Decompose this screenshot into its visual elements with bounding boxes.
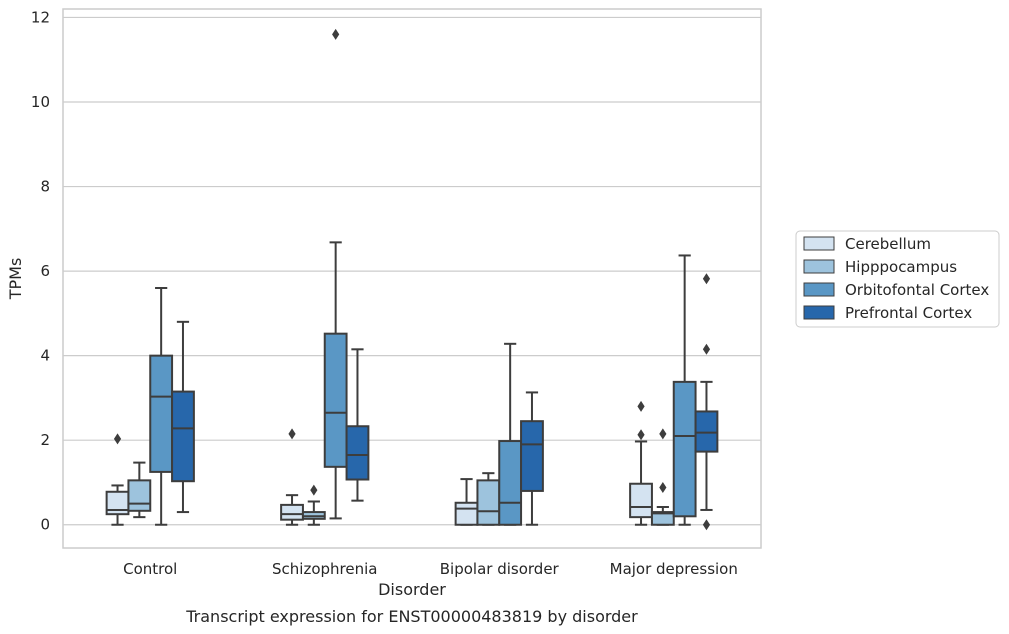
box: [280, 503, 304, 521]
box-3-0: [629, 400, 653, 526]
box: [498, 440, 523, 526]
y-axis-ticks: 0 2 4 6 8 10 12: [31, 8, 50, 533]
box-plot-series: [105, 28, 719, 531]
box-2-0: [454, 478, 479, 526]
box: [629, 482, 653, 519]
y-tick-label: 12: [31, 8, 50, 26]
legend-swatch: [803, 282, 835, 297]
outlier-point: [702, 343, 711, 355]
box-0-2: [149, 287, 174, 526]
y-tick-label: 6: [40, 262, 50, 280]
x-tick-label: Major depression: [610, 560, 738, 578]
outlier-point: [288, 428, 296, 440]
y-tick-label: 8: [40, 178, 50, 196]
box: [171, 390, 195, 483]
y-tick-label: 2: [40, 431, 50, 449]
x-tick-label: Schizophrenia: [272, 560, 377, 578]
box: [454, 501, 479, 526]
legend-label: Hipppocampus: [845, 258, 957, 276]
box-0-0: [105, 433, 130, 526]
x-tick-label: Control: [123, 560, 177, 578]
outlier-point: [659, 482, 667, 494]
box-0-3: [171, 320, 195, 514]
box: [694, 410, 719, 453]
box-0-1: [127, 461, 152, 519]
outlier-point: [332, 28, 340, 40]
box: [127, 479, 152, 512]
box: [476, 479, 501, 526]
box-3-2: [672, 254, 697, 526]
legend-swatch: [803, 259, 835, 274]
box-2-1: [476, 472, 501, 526]
box: [149, 354, 174, 473]
y-axis-title: TPMs: [6, 258, 25, 301]
legend: Cerebellum Hipppocampus Orbitofontal Corte…: [795, 230, 1000, 328]
box: [672, 380, 697, 518]
outlier-point: [310, 484, 318, 496]
plot-frame: [62, 8, 762, 549]
box: [650, 511, 675, 526]
legend-label: Orbitofontal Cortex: [845, 281, 989, 299]
outlier-point: [702, 273, 711, 285]
outlier-point: [113, 433, 122, 445]
box: [520, 420, 544, 492]
box-1-2: [323, 28, 348, 520]
x-axis-ticks: Control Schizophrenia Bipolar disorder Majo…: [123, 560, 738, 578]
y-tick-label: 0: [40, 516, 50, 534]
y-tick-label: 10: [31, 93, 50, 111]
box: [323, 332, 348, 468]
legend-label: Cerebellum: [845, 235, 931, 253]
legend-swatch: [803, 236, 835, 251]
x-tick-label: Bipolar disorder: [440, 560, 560, 578]
box-2-2: [498, 342, 523, 526]
x-axis-title: Disorder: [378, 580, 446, 599]
y-tick-label: 4: [40, 347, 50, 365]
box-1-3: [345, 348, 370, 502]
outlier-point: [637, 429, 645, 441]
legend-label: Prefrontal Cortex: [845, 304, 972, 322]
box: [345, 425, 370, 481]
outlier-point: [637, 400, 645, 412]
box-1-0: [280, 428, 304, 526]
outlier-point: [702, 519, 711, 531]
box-1-1: [301, 484, 326, 526]
box-3-1: [650, 428, 675, 526]
chart-caption: Transcript expression for ENST0000048381…: [185, 607, 638, 626]
box-2-3: [520, 391, 544, 526]
legend-swatch: [803, 305, 835, 320]
box-3-3: [694, 273, 719, 531]
legend-box: [795, 230, 1000, 328]
outlier-point: [659, 428, 667, 440]
